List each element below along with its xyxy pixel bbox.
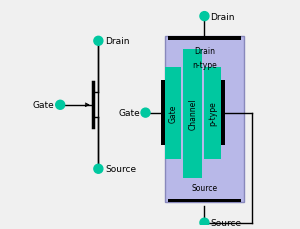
Bar <box>165 67 182 159</box>
Circle shape <box>94 37 103 46</box>
Text: Source: Source <box>210 218 241 227</box>
Text: Drain: Drain <box>194 47 215 56</box>
Circle shape <box>141 109 150 118</box>
Circle shape <box>94 165 103 174</box>
Circle shape <box>200 218 209 227</box>
Text: Channel: Channel <box>188 98 197 129</box>
Text: Gate: Gate <box>118 109 140 118</box>
Text: p-type: p-type <box>208 101 217 125</box>
Bar <box>221 81 225 145</box>
Bar <box>161 81 165 145</box>
Text: Source: Source <box>191 183 218 193</box>
Bar <box>204 67 221 159</box>
Text: Gate: Gate <box>169 104 178 122</box>
Text: Drain: Drain <box>105 37 130 46</box>
Text: n-type: n-type <box>192 61 217 70</box>
Circle shape <box>200 13 209 22</box>
Text: Gate: Gate <box>33 101 55 110</box>
Bar <box>168 37 241 41</box>
Bar <box>168 199 241 202</box>
Text: Drain: Drain <box>210 13 235 22</box>
Bar <box>183 49 202 178</box>
Circle shape <box>56 101 65 110</box>
Bar <box>165 37 244 202</box>
Text: Source: Source <box>105 165 136 174</box>
